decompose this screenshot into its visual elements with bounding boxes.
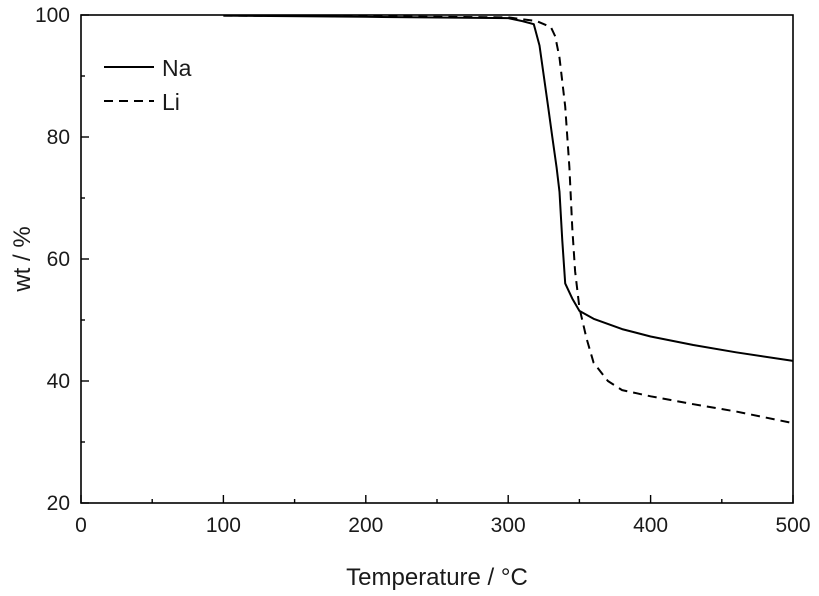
plot-area [80, 14, 794, 504]
tick-labels: 0 100 200 300 400 500 20 40 60 80 100 [35, 4, 811, 537]
legend: Na Li [104, 55, 192, 115]
y-tick-label: 20 [47, 492, 70, 515]
x-tick-label: 100 [206, 514, 241, 537]
x-tick-label: 200 [348, 514, 383, 537]
axis-ticks [80, 14, 794, 504]
x-tick-label: 300 [491, 514, 526, 537]
x-tick-label: 500 [775, 514, 810, 537]
y-tick-label: 100 [35, 4, 70, 27]
y-tick-label: 60 [47, 248, 70, 271]
legend-label-na: Na [162, 55, 192, 81]
data-series [223, 14, 794, 425]
y-tick-label: 80 [47, 126, 70, 149]
legend-label-li: Li [162, 89, 180, 115]
x-tick-label: 400 [633, 514, 668, 537]
y-axis-title: wt / % [9, 226, 36, 292]
series-line-li [223, 14, 794, 425]
y-tick-label: 40 [47, 370, 70, 393]
x-axis-title: Temperature / °C [346, 564, 528, 591]
x-tick-label: 0 [75, 514, 87, 537]
series-line-na [223, 14, 794, 362]
